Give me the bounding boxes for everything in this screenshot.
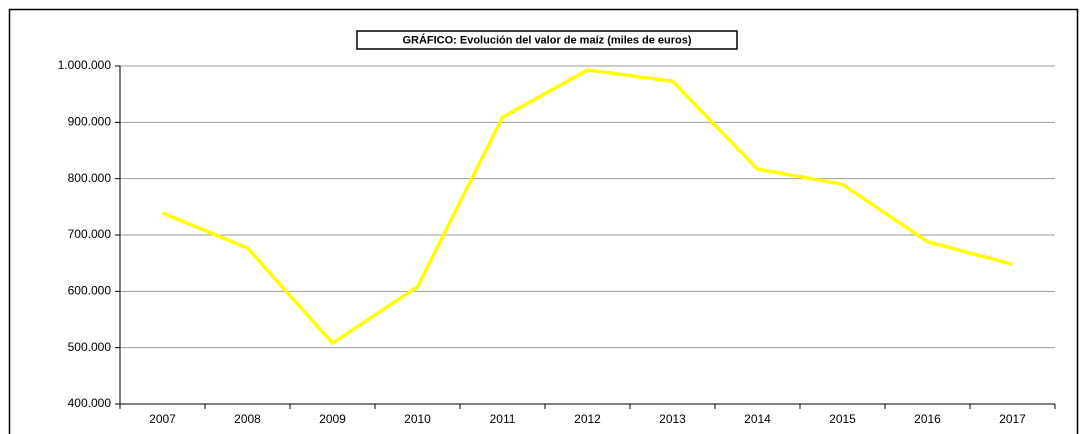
x-tick-label: 2016 [914,412,941,426]
x-tick-label: 2009 [319,412,346,426]
x-tick-label: 2012 [574,412,601,426]
y-tick-label: 900.000 [68,115,112,129]
x-tick-label: 2014 [744,412,771,426]
x-tick-label: 2013 [659,412,686,426]
y-tick-label: 800.000 [68,171,112,185]
chart-title: GRÁFICO: Evolución del valor de maíz (mi… [402,33,691,46]
x-tick-label: 2017 [999,412,1026,426]
line-series [161,68,1013,345]
x-tick-label: 2010 [404,412,431,426]
y-tick-label: 400.000 [68,396,112,410]
y-tick-label: 1.000.000 [58,58,112,72]
y-tick-label: 500.000 [68,340,112,354]
title-box [356,30,738,50]
x-tick-label: 2007 [149,412,176,426]
y-tick-label: 600.000 [68,284,112,298]
x-tick-label: 2011 [490,412,516,426]
x-tick-label: 2015 [829,412,856,426]
x-tick-label: 2008 [234,412,261,426]
chart-border [8,8,1079,434]
y-tick-label: 700.000 [68,227,112,241]
